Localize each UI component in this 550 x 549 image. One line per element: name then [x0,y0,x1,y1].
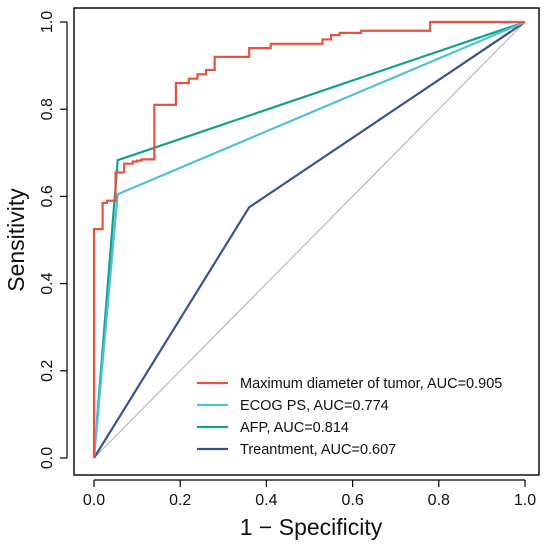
series-layer [92,20,526,459]
x-tick-label-3: 0.6 [341,492,363,509]
x-axis-title: 1 − Specificity [240,514,383,540]
tick-layer [60,21,526,487]
y-tick-label-2: 0.4 [39,272,56,294]
x-tick-label-5: 1.0 [514,492,536,509]
legend-label-2: ECOG PS, AUC=0.774 [240,398,389,414]
y-axis-title: Sensitivity [3,188,29,292]
x-tick-label-0: 0.0 [83,492,105,509]
reference-diagonal-line [93,21,526,459]
legend-label-3: AFP, AUC=0.814 [240,420,349,436]
x-tick-label-1: 0.2 [169,492,191,509]
series-line-4 [93,21,526,459]
tick-label-layer: 0.0 0.2 0.4 0.6 0.8 1.0 0.0 0.2 0.4 0.6 0.8 1.0 [39,11,536,509]
series-line-1 [92,20,525,458]
y-tick-label-0: 0.0 [39,447,56,469]
reference-line-layer [93,21,526,459]
x-tick-label-4: 0.8 [428,492,450,509]
y-tick-label-3: 0.6 [39,185,56,207]
x-tick-label-2: 0.4 [255,492,277,509]
plot-frame [73,7,540,476]
series-line-2 [92,20,526,459]
y-tick-label-5: 1.0 [39,11,56,33]
legend: Maximum diameter of tumor, AUC=0.905 ECOG… [197,376,502,458]
y-tick-label-1: 0.2 [39,360,56,382]
legend-label-1: Maximum diameter of tumor, AUC=0.905 [240,376,502,392]
legend-label-4: Treantment, AUC=0.607 [240,442,396,458]
y-tick-label-4: 0.8 [39,98,56,120]
